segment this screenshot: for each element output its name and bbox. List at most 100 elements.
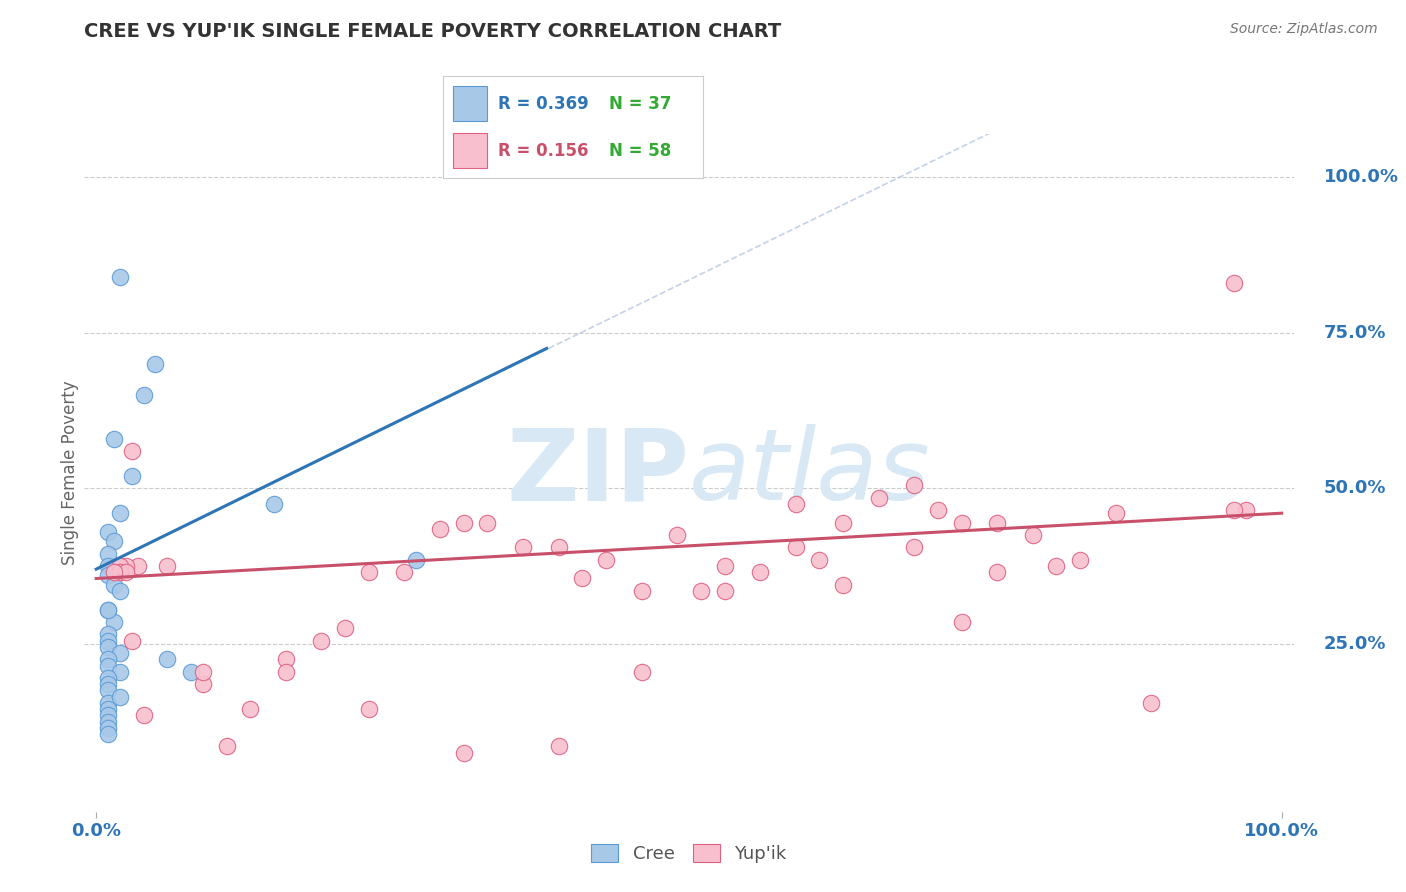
Point <box>180 665 202 679</box>
Point <box>547 541 569 555</box>
Point <box>666 528 689 542</box>
Point <box>97 602 120 616</box>
Point <box>832 516 855 530</box>
Point <box>477 516 499 530</box>
Point <box>121 633 143 648</box>
Point <box>97 727 120 741</box>
Point <box>103 615 125 629</box>
Point <box>108 646 131 660</box>
Point <box>127 559 149 574</box>
Point <box>97 559 120 574</box>
Point <box>986 566 1008 580</box>
Point <box>108 559 131 574</box>
Text: 100.0%: 100.0% <box>1323 169 1399 186</box>
Point <box>571 572 593 586</box>
Point <box>145 357 167 371</box>
Point <box>832 578 855 592</box>
Text: Source: ZipAtlas.com: Source: ZipAtlas.com <box>1230 22 1378 37</box>
Text: 25.0%: 25.0% <box>1323 635 1386 653</box>
Point <box>108 506 131 520</box>
Point <box>97 721 120 735</box>
Text: N = 58: N = 58 <box>609 142 672 160</box>
Point <box>927 503 949 517</box>
Point <box>115 559 138 574</box>
Y-axis label: Single Female Poverty: Single Female Poverty <box>62 381 80 565</box>
Point <box>274 652 297 666</box>
Point <box>274 665 297 679</box>
Text: atlas: atlas <box>689 425 931 521</box>
Point <box>103 534 125 549</box>
Point <box>785 541 807 555</box>
Text: 50.0%: 50.0% <box>1323 479 1386 498</box>
Point <box>263 497 285 511</box>
Point <box>97 652 120 666</box>
Point <box>115 566 138 580</box>
Point <box>132 388 155 402</box>
Text: ZIP: ZIP <box>506 425 689 521</box>
Point <box>808 553 831 567</box>
Point <box>630 583 652 598</box>
Point <box>986 516 1008 530</box>
Point <box>595 553 617 567</box>
Point <box>121 444 143 458</box>
Point <box>311 633 333 648</box>
Point <box>156 652 179 666</box>
Point <box>405 553 427 567</box>
Point <box>1022 528 1045 542</box>
Point <box>689 583 711 598</box>
Point <box>97 696 120 710</box>
Point <box>191 665 214 679</box>
Point <box>1105 506 1128 520</box>
Point <box>1234 503 1257 517</box>
Point <box>547 739 569 754</box>
Bar <box>453 133 486 168</box>
Point <box>132 708 155 723</box>
Text: N = 37: N = 37 <box>609 95 672 112</box>
Point <box>1140 696 1163 710</box>
Bar <box>453 87 486 121</box>
Point <box>453 746 475 760</box>
Point <box>108 566 131 580</box>
Point <box>713 583 735 598</box>
Point <box>97 547 120 561</box>
Point <box>103 578 125 592</box>
Point <box>97 627 120 641</box>
Point <box>868 491 890 505</box>
Point <box>749 566 772 580</box>
Point <box>108 269 131 284</box>
Point <box>121 468 143 483</box>
Point <box>97 677 120 691</box>
Point <box>239 702 262 716</box>
Point <box>903 478 925 492</box>
Point <box>215 739 238 754</box>
Point <box>512 541 534 555</box>
Point <box>103 566 125 580</box>
Point <box>108 665 131 679</box>
Point <box>429 522 451 536</box>
Point <box>1045 559 1067 574</box>
Text: R = 0.156: R = 0.156 <box>498 142 588 160</box>
Point <box>333 621 356 635</box>
Text: CREE VS YUP'IK SINGLE FEMALE POVERTY CORRELATION CHART: CREE VS YUP'IK SINGLE FEMALE POVERTY COR… <box>84 22 782 41</box>
Point <box>97 714 120 729</box>
Point <box>103 432 125 446</box>
Point <box>97 524 120 539</box>
Point <box>191 677 214 691</box>
Point <box>97 633 120 648</box>
Point <box>97 568 120 582</box>
Point <box>1069 553 1091 567</box>
Point <box>108 583 131 598</box>
Point <box>97 702 120 716</box>
Point <box>394 566 416 580</box>
Point <box>950 516 973 530</box>
Point <box>630 665 652 679</box>
Point <box>1223 276 1246 290</box>
Point <box>97 683 120 698</box>
Point <box>357 702 380 716</box>
Point <box>97 640 120 654</box>
Text: 75.0%: 75.0% <box>1323 324 1386 342</box>
Point <box>156 559 179 574</box>
Point <box>1223 503 1246 517</box>
Text: R = 0.369: R = 0.369 <box>498 95 588 112</box>
Point <box>97 658 120 673</box>
